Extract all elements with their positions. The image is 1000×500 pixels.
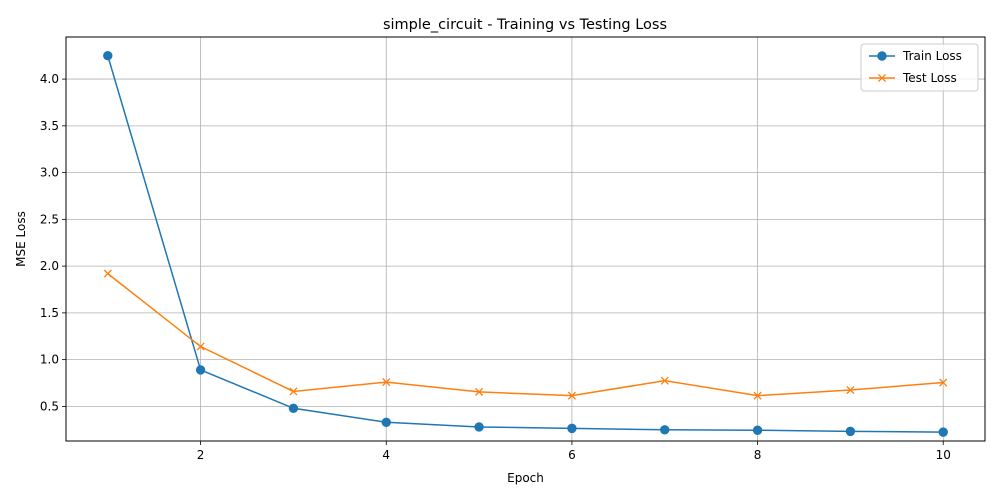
grid (66, 37, 985, 441)
chart-title: simple_circuit - Training vs Testing Los… (383, 17, 667, 33)
data-point (846, 385, 855, 395)
data-point (474, 422, 484, 432)
data-point (103, 51, 113, 61)
x-tick-label: 4 (382, 448, 390, 462)
legend-label: Train Loss (902, 49, 962, 63)
legend-marker (877, 51, 887, 61)
y-tick-label: 4.0 (40, 72, 59, 86)
data-point (195, 365, 206, 375)
data-point (660, 376, 669, 385)
x-tick-label: 10 (936, 448, 951, 462)
y-tick-label: 3.5 (40, 119, 59, 133)
data-point (753, 391, 762, 400)
y-tick-label: 2.5 (40, 212, 59, 226)
data-point (845, 426, 856, 437)
series-line (107, 55, 944, 433)
legend-label: Test Loss (902, 71, 957, 85)
legend-item: Test Loss (869, 71, 957, 85)
y-tick-label: 1.5 (40, 306, 59, 320)
legend-item: Train Loss (869, 49, 962, 63)
y-tick-label: 0.5 (40, 399, 59, 413)
data-point (289, 387, 298, 396)
data-point (567, 423, 577, 434)
plot-frame (65, 36, 986, 442)
data-point (752, 425, 763, 435)
data-point (382, 378, 391, 387)
axis-ticks: 2 4 6 8 10 0.5 1.0 1.5 2.0 2.5 3.0 3.5 4.0 (40, 72, 951, 462)
data-point (288, 403, 299, 413)
y-axis-label: MSE Loss (14, 211, 28, 267)
x-tick-label: 2 (197, 448, 205, 462)
x-tick-label: 6 (568, 448, 576, 462)
data-point (381, 417, 391, 427)
legend: Train Loss Test Loss (860, 43, 979, 92)
data-point (938, 427, 948, 437)
x-tick-label: 8 (754, 448, 762, 462)
data-point (475, 387, 484, 396)
data-point (103, 269, 112, 278)
series-test-loss (103, 269, 948, 400)
data-point (939, 378, 948, 387)
series (103, 51, 948, 437)
y-tick-label: 3.0 (40, 166, 59, 180)
y-tick-label: 1.0 (40, 353, 59, 367)
y-tick-label: 2.0 (40, 259, 59, 273)
data-point (196, 342, 205, 351)
data-point (660, 425, 670, 435)
data-point (567, 391, 576, 400)
x-axis-label: Epoch (507, 471, 544, 485)
series-line (107, 273, 944, 397)
legend-marker (877, 73, 887, 83)
series-train-loss (103, 51, 948, 437)
